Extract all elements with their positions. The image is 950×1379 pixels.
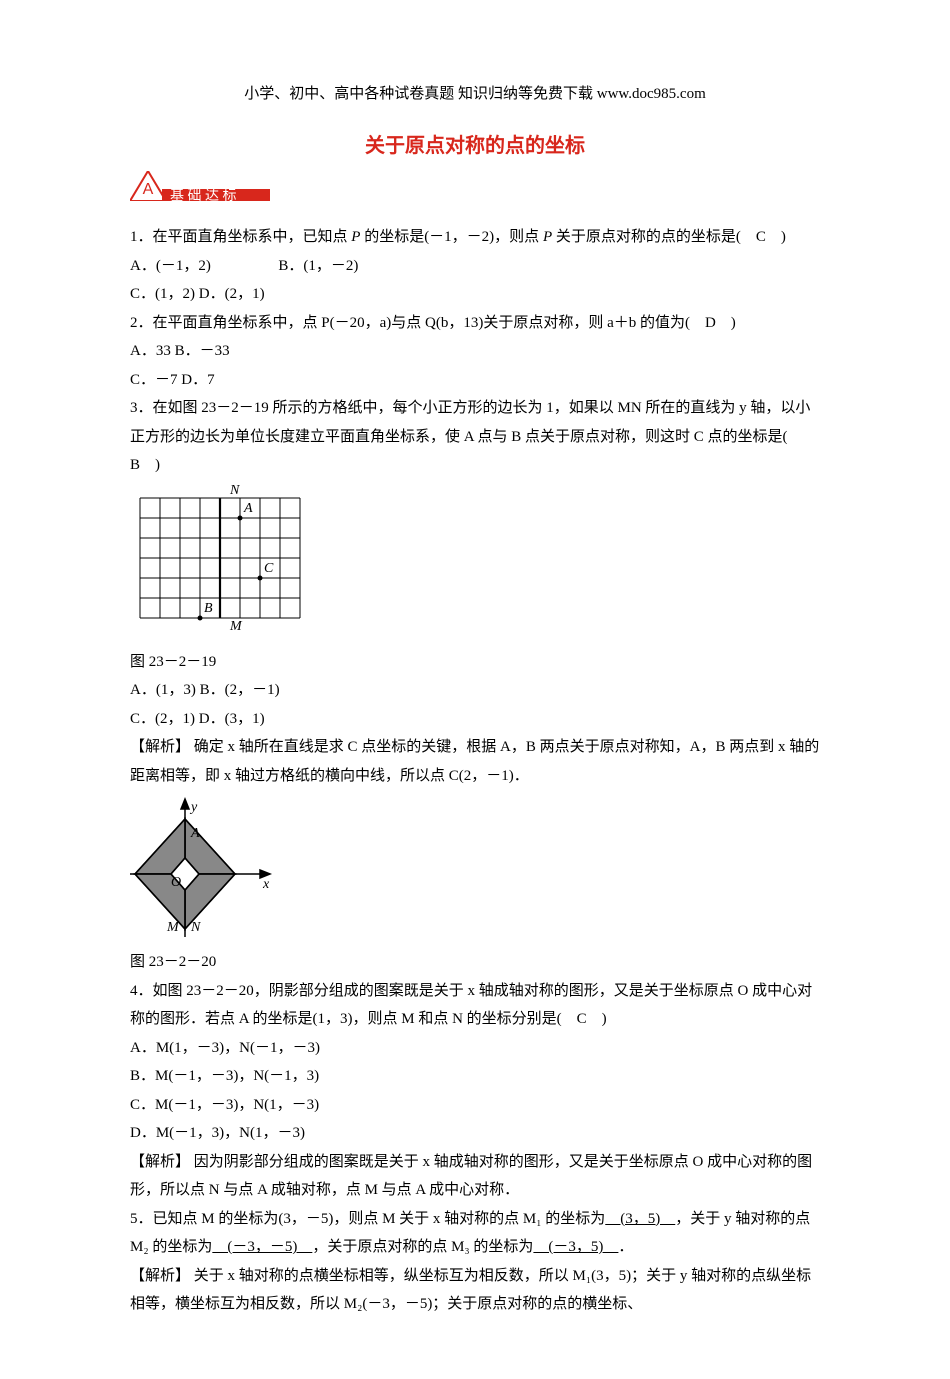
q1-stem: 1．在平面直角坐标系中，已知点 P 的坐标是(－1，－2)，则点 P 关于原点对… <box>130 229 786 245</box>
q4-stem: 4．如图 23－2－20，阴影部分组成的图案既是关于 x 轴成轴对称的图形，又是… <box>130 983 812 1028</box>
page-title: 关于原点对称的点的坐标 <box>130 127 820 165</box>
svg-text:A: A <box>190 826 200 841</box>
q3-analysis: 【解析】 确定 x 轴所在直线是求 C 点坐标的关键，根据 A，B 两点关于原点… <box>130 739 819 784</box>
svg-text:N: N <box>190 920 201 935</box>
q4-optD: D．M(－1，3)，N(1，－3) <box>130 1125 305 1141</box>
q2-stem: 2．在平面直角坐标系中，点 P(－20，a)与点 Q(b，13)关于原点对称，则… <box>130 315 736 331</box>
svg-text:O: O <box>171 875 181 890</box>
section-badge: A 基 础 达 标 <box>130 171 270 212</box>
question-4: 4．如图 23－2－20，阴影部分组成的图案既是关于 x 轴成轴对称的图形，又是… <box>130 977 820 1205</box>
diamond-svg: yA O MNx <box>130 794 290 944</box>
question-5: 5．已知点 M 的坐标为(3，－5)，则点 M 关于 x 轴对称的点 M₁ 的坐… <box>130 1205 820 1319</box>
q4-optC: C．M(－1，－3)，N(1，－3) <box>130 1097 319 1113</box>
svg-text:C: C <box>264 561 274 576</box>
q5-analysis: 【解析】 关于 x 轴对称的点横坐标相等，纵坐标互为相反数，所以 M₁(3，5)… <box>130 1268 811 1313</box>
svg-text:x: x <box>262 877 270 892</box>
q3-optCD: C．(2，1) D．(3，1) <box>130 711 265 727</box>
section-badge-svg: A 基 础 达 标 <box>130 171 270 201</box>
figure-23-2-19: N M A C B <box>130 484 820 644</box>
header-note: 小学、初中、高中各种试卷真题 知识归纳等免费下载 www.doc985.com <box>130 80 820 109</box>
q2-optAB: A．33 B．－33 <box>130 343 230 359</box>
q1-optCD: C．(1，2) D．(2，1) <box>130 286 265 302</box>
q4-optA: A．M(1，－3)，N(－1，－3) <box>130 1040 320 1056</box>
q4-analysis: 【解析】 因为阴影部分组成的图案既是关于 x 轴成轴对称的图形，又是关于坐标原点… <box>130 1154 812 1199</box>
q2-optCD: C．－7 D．7 <box>130 372 215 388</box>
grid-svg: N M A C B <box>130 484 310 644</box>
svg-text:N: N <box>229 484 240 498</box>
q4-optB: B．M(－1，－3)，N(－1，3) <box>130 1068 319 1084</box>
question-3: 3．在如图 23－2－19 所示的方格纸中，每个小正方形的边长为 1，如果以 M… <box>130 394 820 790</box>
svg-text:M: M <box>229 619 243 634</box>
q5-text: 5．已知点 M 的坐标为(3，－5)，则点 M 关于 x 轴对称的点 M₁ 的坐… <box>130 1211 810 1256</box>
badge-text: 基 础 达 标 <box>170 187 237 201</box>
q1-optB: B．(1，－2) <box>278 258 358 274</box>
question-2: 2．在平面直角坐标系中，点 P(－20，a)与点 Q(b，13)关于原点对称，则… <box>130 309 820 395</box>
badge-letter: A <box>143 181 154 198</box>
q3-stem: 3．在如图 23－2－19 所示的方格纸中，每个小正方形的边长为 1，如果以 M… <box>130 400 810 473</box>
figure-23-2-20: yA O MNx <box>130 794 820 944</box>
svg-text:M: M <box>166 920 180 935</box>
svg-text:B: B <box>204 601 213 616</box>
q1-optA: A．(－1，2) <box>130 258 211 274</box>
svg-text:A: A <box>243 501 253 516</box>
fig1-caption: 图 23－2－19 <box>130 654 216 670</box>
question-1: 1．在平面直角坐标系中，已知点 P 的坐标是(－1，－2)，则点 P 关于原点对… <box>130 223 820 309</box>
q3-optAB: A．(1，3) B．(2，－1) <box>130 682 280 698</box>
fig2-caption: 图 23－2－20 <box>130 954 216 970</box>
svg-text:y: y <box>189 800 198 815</box>
